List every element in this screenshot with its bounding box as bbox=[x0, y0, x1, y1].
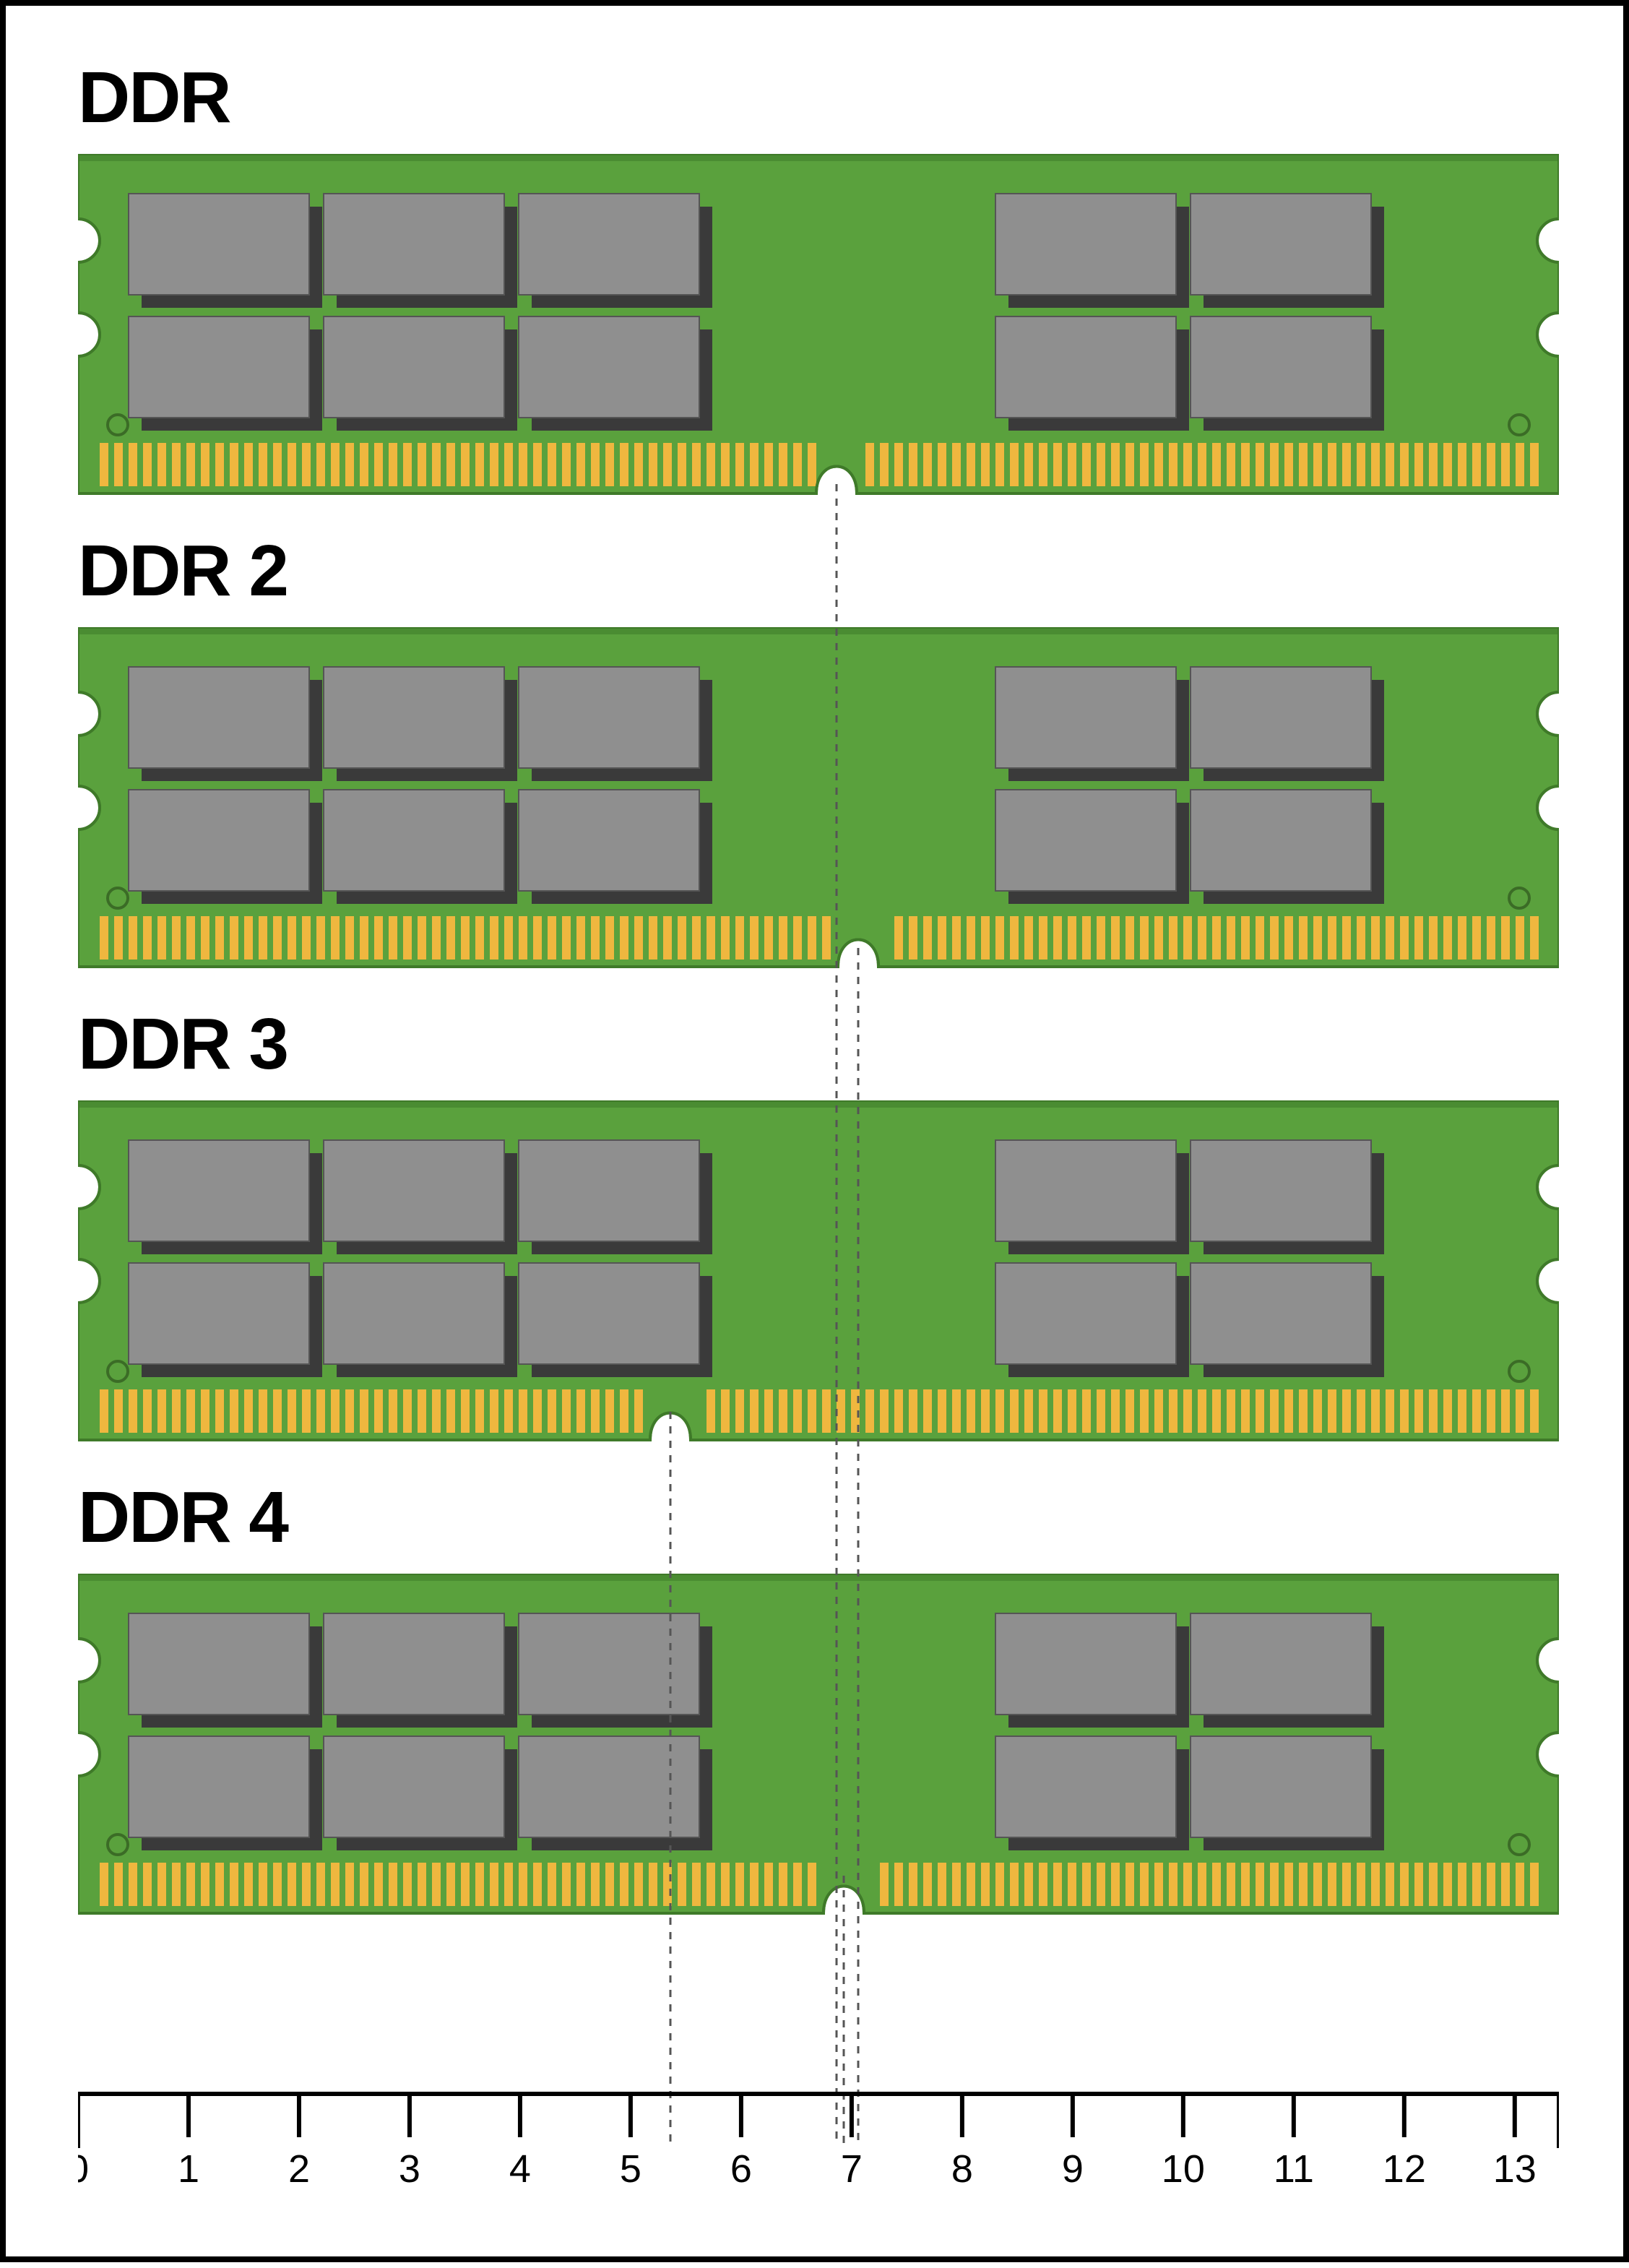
ruler-label-2: 2 bbox=[288, 2147, 310, 2191]
ruler-label-1: 1 bbox=[178, 2147, 199, 2191]
module-block-ddr4: DDR 4 bbox=[78, 1476, 1551, 1920]
ruler-label-7: 7 bbox=[841, 2147, 863, 2191]
module-title-ddr: DDR bbox=[78, 56, 1551, 139]
ram-modules-container: DDR DDR 2 DDR 3 DDR 4 bbox=[78, 56, 1551, 1920]
diagram-page: DDRDDR 2DDR 3DDR 4 012345678910111213 bbox=[0, 0, 1629, 2262]
ruler-svg: 012345678910111213 bbox=[78, 2087, 1559, 2209]
module-block-ddr: DDR bbox=[78, 56, 1551, 501]
ruler-label-3: 3 bbox=[399, 2147, 420, 2191]
ram-module-ddr2 bbox=[78, 627, 1559, 974]
module-block-ddr2: DDR 2 bbox=[78, 530, 1551, 974]
ram-module-ddr3 bbox=[78, 1100, 1559, 1447]
module-title-ddr3: DDR 3 bbox=[78, 1003, 1551, 1086]
ruler: 012345678910111213 bbox=[78, 2087, 1544, 2213]
module-title-ddr4: DDR 4 bbox=[78, 1476, 1551, 1559]
ruler-label-6: 6 bbox=[730, 2147, 752, 2191]
ram-module-ddr bbox=[78, 154, 1559, 501]
ram-module-ddr4 bbox=[78, 1574, 1559, 1920]
ruler-label-5: 5 bbox=[620, 2147, 641, 2191]
ruler-label-12: 12 bbox=[1383, 2147, 1426, 2191]
module-block-ddr3: DDR 3 bbox=[78, 1003, 1551, 1447]
ruler-label-13: 13 bbox=[1493, 2147, 1537, 2191]
ruler-label-4: 4 bbox=[509, 2147, 531, 2191]
module-title-ddr2: DDR 2 bbox=[78, 530, 1551, 613]
ruler-label-10: 10 bbox=[1162, 2147, 1205, 2191]
ruler-label-8: 8 bbox=[951, 2147, 973, 2191]
ruler-label-11: 11 bbox=[1274, 2147, 1314, 2191]
ruler-label-9: 9 bbox=[1062, 2147, 1084, 2191]
ruler-label-0: 0 bbox=[78, 2147, 89, 2191]
